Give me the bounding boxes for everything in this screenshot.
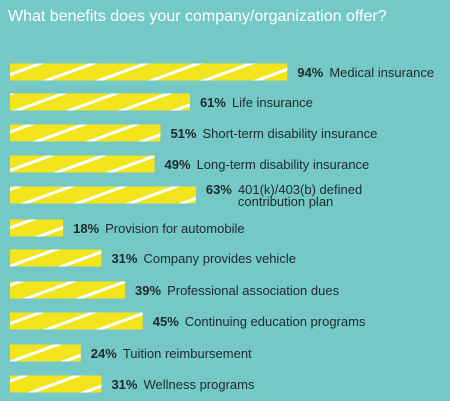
- category-label: Provision for automobile: [105, 221, 244, 236]
- category-label: Tuition reimbursement: [123, 346, 252, 361]
- bar: [10, 375, 102, 393]
- bar: [10, 93, 190, 111]
- bar: [10, 219, 64, 237]
- bar: [10, 249, 102, 267]
- bar: [10, 344, 81, 362]
- bar: [10, 312, 143, 330]
- value-label: 24%: [91, 346, 117, 361]
- bar: [10, 186, 196, 204]
- category-label: Medical insurance: [329, 65, 434, 80]
- value-label: 31%: [111, 377, 137, 392]
- category-label-line-2: contribution plan: [238, 194, 333, 209]
- bar-label: 31% Wellness programs: [111, 377, 255, 392]
- bar-label: 94% Medical insurance: [297, 65, 434, 80]
- value-label: 49%: [165, 157, 191, 172]
- bar: [10, 63, 288, 81]
- category-label: Company provides vehicle: [143, 251, 295, 266]
- bar: [10, 281, 126, 299]
- category-label: Professional association dues: [167, 283, 339, 298]
- bar-label: 51% Short-term disability insurance: [170, 126, 377, 141]
- value-label: 61%: [200, 95, 226, 110]
- bar-label: 39% Professional association dues: [135, 283, 340, 298]
- category-label: Short-term disability insurance: [202, 126, 377, 141]
- value-label: 51%: [170, 126, 196, 141]
- value-label: 63%: [206, 182, 232, 197]
- category-label: Life insurance: [232, 95, 313, 110]
- bar-label: 18% Provision for automobile: [73, 221, 245, 236]
- bar-label: 49% Long-term disability insurance: [165, 157, 370, 172]
- bar: [10, 124, 161, 142]
- bar-label: 31% Company provides vehicle: [111, 251, 296, 266]
- category-label: Continuing education programs: [185, 314, 366, 329]
- bar: [10, 155, 155, 173]
- category-label: 401(k)/403(b) defined: [238, 182, 362, 197]
- category-label: Long-term disability insurance: [197, 157, 370, 172]
- bar-label: 63% 401(k)/403(b) defined: [206, 182, 362, 197]
- category-label: Wellness programs: [143, 377, 255, 392]
- bar-label: 45% Continuing education programs: [153, 314, 366, 329]
- value-label: 94%: [297, 65, 323, 80]
- chart-title: What benefits does your company/organiza…: [8, 8, 387, 25]
- value-label: 39%: [135, 283, 161, 298]
- bars-layer: 94% Medical insurance 61% Life insurance 51%…: [10, 63, 434, 393]
- bar-label: 24% Tuition reimbursement: [91, 346, 252, 361]
- value-label: 45%: [153, 314, 179, 329]
- value-label: 18%: [73, 221, 99, 236]
- value-label: 31%: [111, 251, 137, 266]
- bar-label: 61% Life insurance: [200, 95, 313, 110]
